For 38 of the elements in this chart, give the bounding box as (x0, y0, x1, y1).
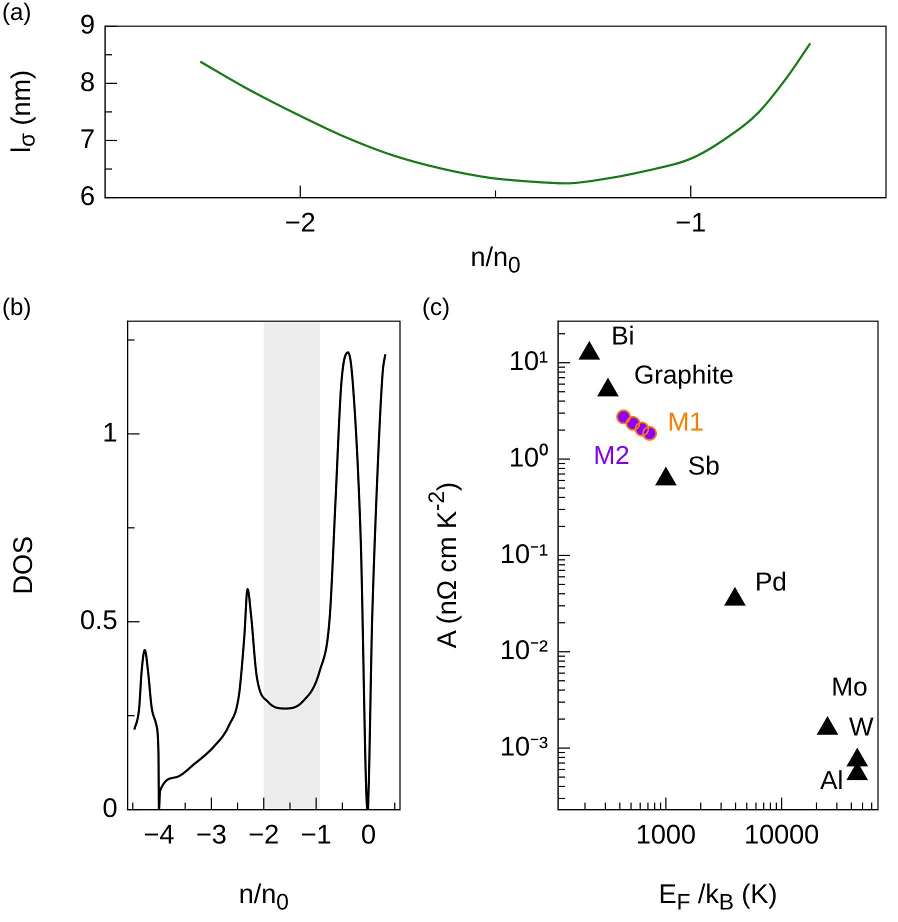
x-axis-title: E$_{F}$ /k$_{B}$ (K) (658, 879, 778, 916)
x-tick-label: 0 (361, 819, 376, 850)
x-tick-label: −1 (300, 819, 332, 850)
annotation: Graphite (634, 359, 734, 390)
x-tick-label: −1 (675, 207, 706, 238)
x-tick-label: −4 (144, 819, 174, 850)
x-tick-label: 10000 (744, 819, 820, 850)
x-tick-label: 1000 (636, 819, 696, 850)
x-axis-title: n/n$_{0}$ (238, 879, 290, 916)
series-label: M1 (668, 406, 704, 437)
series-label: M2 (593, 440, 630, 470)
x-tick-label: −3 (196, 819, 227, 850)
y-tick-label: 8 (80, 66, 96, 97)
y-tick-label: 10⁻¹ (500, 538, 548, 569)
y-axis-title: DOS (8, 536, 39, 595)
x-axis-title: n/n$_{0}$ (469, 242, 522, 278)
y-tick-label: 0.5 (80, 605, 118, 636)
y-tick-label: 10¹ (508, 346, 548, 376)
x-tick-label: −2 (284, 207, 316, 238)
annotation: Sb (688, 450, 720, 480)
y-tick-label: 6 (80, 181, 96, 212)
chart-title: (a) (2, 0, 32, 26)
annotation: Pd (754, 566, 787, 597)
y-tick-label: 10⁻³ (500, 732, 548, 762)
y-tick-label: 10⁰ (508, 442, 548, 473)
chart-title: (c) (422, 294, 450, 322)
annotation: Al (820, 765, 844, 796)
y-tick-label: 10⁻² (500, 635, 548, 666)
y-tick-label: 0 (102, 793, 118, 824)
y-tick-label: 7 (80, 124, 96, 154)
x-tick-label: −2 (248, 819, 280, 850)
y-tick-label: 1 (102, 417, 118, 448)
y-tick-label: 9 (80, 10, 96, 40)
annotation: Bi (611, 320, 634, 351)
annotation: Mo (831, 672, 868, 702)
line-series (199, 42, 812, 184)
chart-title: (b) (2, 294, 32, 322)
annotation: W (848, 711, 874, 742)
